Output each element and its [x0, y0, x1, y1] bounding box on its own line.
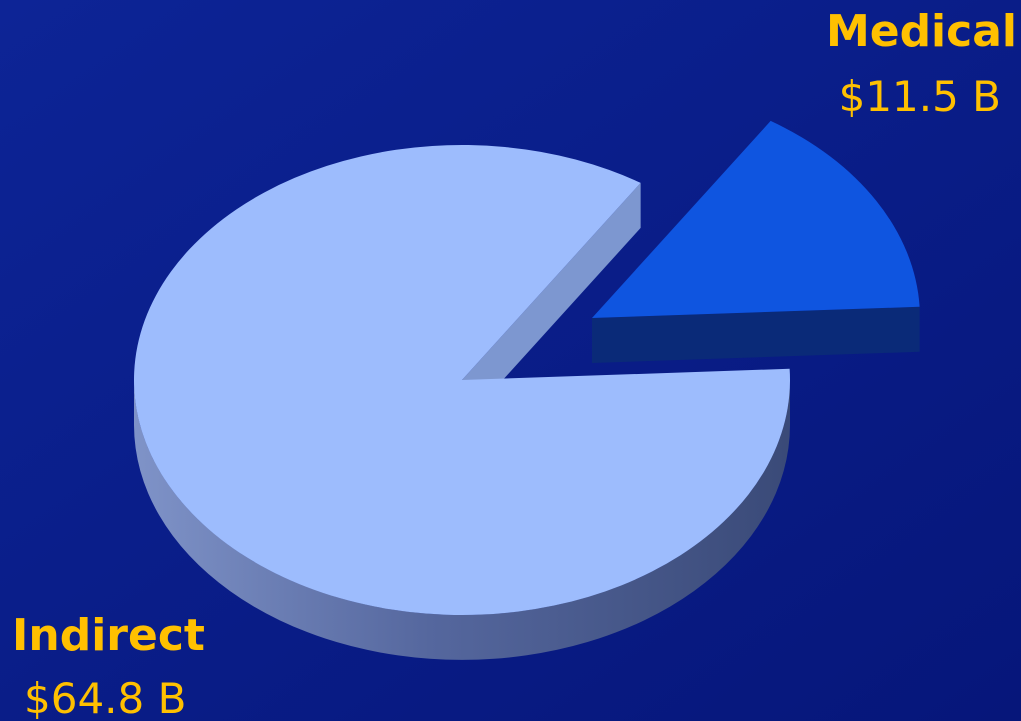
- indirect-slice-side: [134, 380, 790, 660]
- indirect-slice-name: Indirect: [12, 610, 205, 661]
- medical-slice-cut-face: [592, 306, 920, 363]
- indirect-slice-cut-face: [462, 182, 641, 425]
- medical-slice-name: Medical: [825, 6, 1017, 57]
- medical-slice: [592, 120, 920, 318]
- indirect-slice: [133, 145, 791, 615]
- medical-slice-value: $11.5 B: [838, 72, 1001, 121]
- indirect-slice-value: $64.8 B: [24, 674, 187, 721]
